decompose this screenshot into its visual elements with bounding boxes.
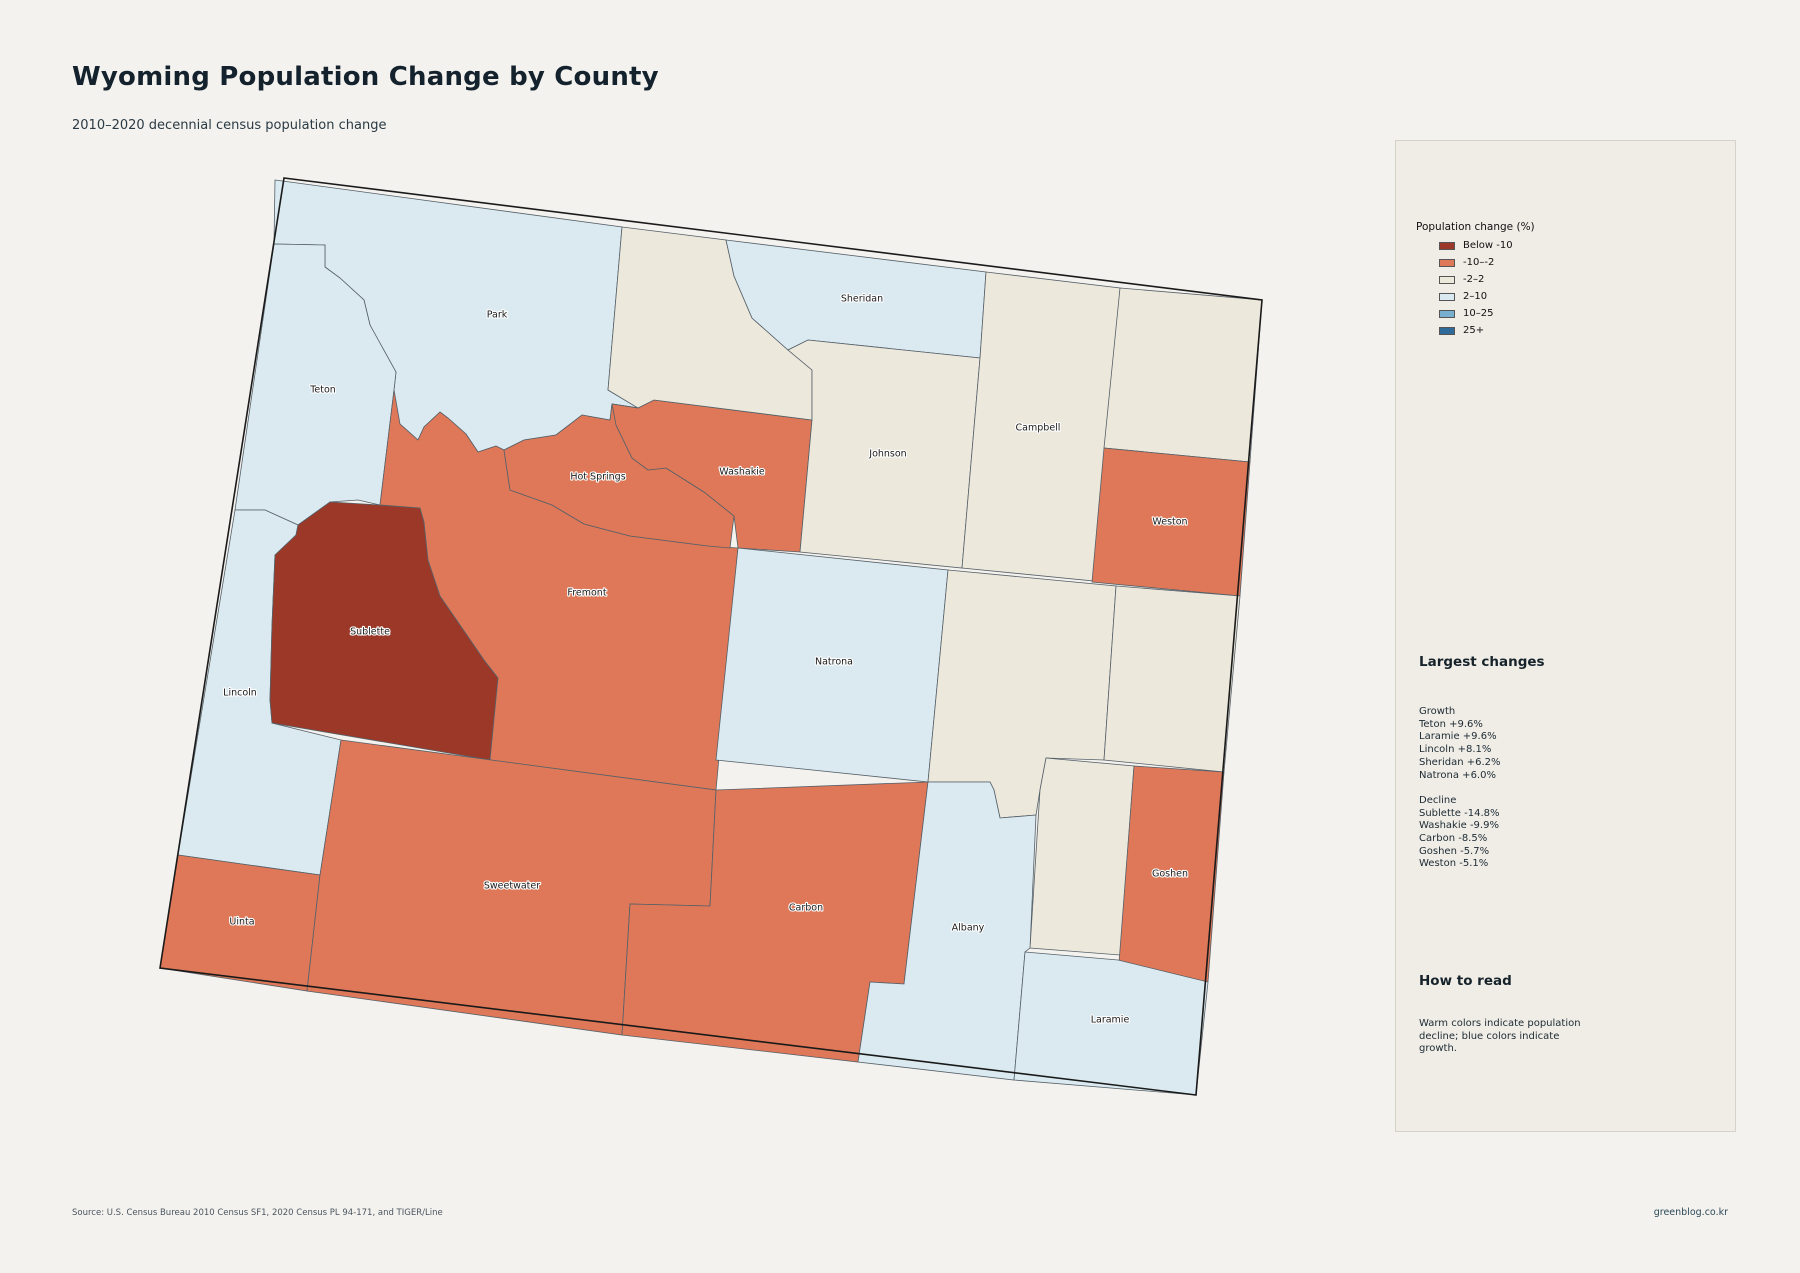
county-label: Park (487, 310, 508, 321)
growth-item: Teton +9.6% (1419, 718, 1483, 730)
legend-item: -2–2 (1416, 271, 1535, 288)
decline-item: Washakie -9.9% (1419, 820, 1499, 832)
map-subtitle: 2010–2020 decennial census population ch… (72, 118, 387, 133)
map-title: Wyoming Population Change by County (72, 62, 659, 92)
source-note: Source: U.S. Census Bureau 2010 Census S… (72, 1208, 443, 1218)
legend-label: -10–-2 (1463, 257, 1495, 268)
growth-heading: Growth (1419, 706, 1456, 717)
county-label: Albany (952, 923, 985, 934)
growth-item: Natrona +6.0% (1419, 769, 1496, 781)
county-label: Johnson (868, 449, 906, 460)
county-albany (857, 781, 1037, 1081)
largest-changes-list: Growth Teton +9.6% Laramie +9.6% Lincoln… (1419, 706, 1501, 871)
legend: Population change (%) Below -10 -10–-2 -… (1416, 221, 1535, 339)
county-label: Fremont (567, 588, 606, 599)
legend-swatch (1439, 326, 1455, 335)
legend-swatch (1439, 258, 1455, 267)
legend-item: -10–-2 (1416, 254, 1535, 271)
legend-item: 25+ (1416, 322, 1535, 339)
side-panel: Population change (%) Below -10 -10–-2 -… (1395, 140, 1736, 1132)
growth-item: Lincoln +8.1% (1419, 744, 1492, 756)
legend-label: Below -10 (1463, 240, 1513, 251)
county-crook (1103, 287, 1263, 463)
legend-swatch (1439, 309, 1455, 318)
county-label: Lincoln (223, 688, 257, 699)
site-credit: greenblog.co.kr (1653, 1207, 1728, 1218)
decline-item: Sublette -14.8% (1419, 807, 1500, 819)
decline-item: Goshen -5.7% (1419, 845, 1490, 857)
legend-label: 25+ (1463, 325, 1485, 336)
how-to-read-text: Warm colors indicate population decline;… (1419, 1018, 1581, 1055)
county-label: Goshen (1152, 869, 1188, 880)
legend-label: -2–2 (1463, 274, 1485, 285)
county-label: Weston (1152, 517, 1187, 528)
growth-item: Laramie +9.6% (1419, 731, 1497, 743)
county-label: Teton (309, 385, 336, 396)
county-label: Uinta (229, 917, 254, 928)
county-label: Natrona (815, 657, 853, 668)
legend-item: Below -10 (1416, 237, 1535, 254)
legend-label: 2–10 (1463, 291, 1488, 302)
county-platte (1029, 757, 1135, 956)
legend-title: Population change (%) (1416, 221, 1535, 233)
county-label: Campbell (1016, 423, 1061, 434)
county-label: Carbon (789, 903, 823, 914)
county-label: Sweetwater (484, 881, 540, 892)
how-to-read-heading: How to read (1419, 973, 1512, 989)
legend-swatch (1439, 241, 1455, 250)
legend-swatch (1439, 275, 1455, 284)
largest-changes-heading: Largest changes (1419, 654, 1545, 670)
county-label: Laramie (1091, 1015, 1130, 1026)
county-campbell (961, 271, 1121, 583)
county-label: Hot Springs (570, 472, 625, 483)
decline-heading: Decline (1419, 794, 1457, 806)
legend-swatch (1439, 292, 1455, 301)
legend-item: 2–10 (1416, 288, 1535, 305)
legend-item: 10–25 (1416, 305, 1535, 322)
county-label: Washakie (719, 467, 765, 478)
decline-item: Weston -5.1% (1419, 858, 1489, 870)
state-outline (159, 177, 1263, 1096)
county-label: Sheridan (841, 294, 883, 305)
county-niobrara (1103, 585, 1241, 773)
county-laramie (1013, 951, 1209, 1096)
decline-item: Carbon -8.5% (1419, 833, 1488, 845)
county-label: Sublette (350, 627, 390, 638)
legend-label: 10–25 (1463, 308, 1494, 319)
growth-item: Sheridan +6.2% (1419, 756, 1501, 768)
